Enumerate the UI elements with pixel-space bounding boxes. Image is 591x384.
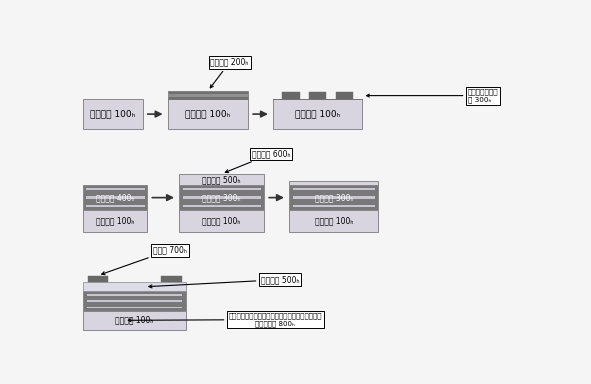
Bar [336, 92, 353, 99]
Bar [179, 174, 264, 185]
Text: 第二褖底 100ₕ: 第二褖底 100ₕ [295, 109, 340, 119]
Text: 外延结构 500ₕ: 外延结构 500ₕ [149, 275, 299, 288]
Bar [83, 99, 142, 129]
Bar [183, 197, 261, 199]
Text: 外延结构 600ₕ: 外延结构 600ₕ [225, 149, 290, 172]
Text: 金属填充 300ₕ: 金属填充 300ₕ [314, 193, 353, 202]
Text: 第二褖底 100ₕ: 第二褖底 100ₕ [96, 217, 134, 226]
Text: 第二褖底 100ₕ: 第二褖底 100ₕ [115, 316, 154, 325]
Bar [183, 205, 261, 207]
Bar [282, 92, 300, 99]
Bar [168, 91, 248, 99]
Bar [86, 197, 145, 199]
Bar [179, 210, 264, 232]
Bar [183, 188, 261, 190]
Bar [87, 306, 182, 308]
Text: 金属填充 300ₕ: 金属填充 300ₕ [202, 193, 241, 202]
Bar [289, 185, 378, 210]
Text: 有机聚合物与金属共同构成的柔性褖底同时也起到
下电极作用 800ₕ: 有机聚合物与金属共同构成的柔性褖底同时也起到 下电极作用 800ₕ [128, 313, 322, 327]
Text: 第二褖底 100ₕ: 第二褖底 100ₕ [314, 217, 353, 226]
Text: 上电极 700ₕ: 上电极 700ₕ [102, 246, 187, 275]
Bar [179, 185, 264, 210]
Text: 图形化的柔性褖
底 300ₕ: 图形化的柔性褖 底 300ₕ [366, 88, 498, 103]
Bar [293, 197, 375, 199]
Bar [293, 205, 375, 207]
Text: 第二褖底 100ₕ: 第二褖底 100ₕ [202, 217, 241, 226]
Bar [289, 180, 378, 185]
Bar [83, 291, 186, 311]
Text: 第二褖底 100ₕ: 第二褖底 100ₕ [185, 109, 230, 119]
Bar [86, 188, 145, 190]
Text: 电池褖底 500ₕ: 电池褖底 500ₕ [202, 175, 241, 184]
Bar [87, 294, 182, 296]
Bar [83, 185, 147, 210]
Bar [87, 276, 108, 282]
Bar [289, 210, 378, 232]
Bar [86, 205, 145, 207]
Bar [83, 282, 186, 291]
Bar [83, 311, 186, 330]
Bar [168, 99, 248, 129]
Bar [161, 276, 181, 282]
Bar [83, 210, 147, 232]
Bar [87, 300, 182, 302]
Bar [293, 188, 375, 190]
Text: 金属填充 400ₕ: 金属填充 400ₕ [96, 193, 134, 202]
Bar [273, 99, 362, 129]
Bar [168, 94, 248, 97]
Bar [309, 92, 326, 99]
Text: 柔性褖底 200ₕ: 柔性褖底 200ₕ [210, 58, 249, 88]
Text: 第二褖底 100ₕ: 第二褖底 100ₕ [90, 109, 135, 119]
